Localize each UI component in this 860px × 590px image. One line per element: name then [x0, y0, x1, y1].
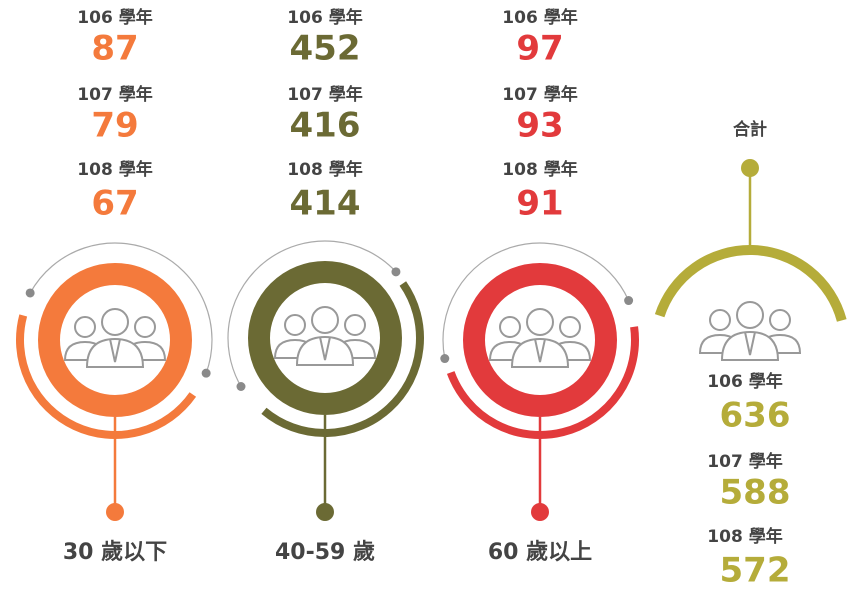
year-label: 108 學年 — [707, 526, 782, 547]
value: 636 — [720, 396, 791, 436]
thick-arc — [261, 281, 424, 437]
value: 67 — [91, 184, 138, 224]
group-label: 60 歲以上 — [488, 540, 592, 565]
arc-dot — [440, 354, 450, 364]
total-arc — [654, 245, 847, 322]
year-label: 106 學年 — [707, 371, 782, 392]
value: 588 — [720, 473, 791, 513]
value: 79 — [91, 106, 138, 146]
year-label: 107 學年 — [502, 84, 577, 105]
arc-dot — [25, 288, 35, 298]
year-label: 108 學年 — [77, 159, 152, 180]
value: 97 — [516, 29, 563, 69]
year-label: 108 學年 — [287, 159, 362, 180]
year-label: 106 學年 — [287, 7, 362, 28]
thick-arc — [446, 326, 639, 439]
value: 572 — [720, 551, 791, 590]
stem-dot — [531, 503, 549, 521]
year-label: 107 學年 — [77, 84, 152, 105]
value: 414 — [290, 184, 361, 224]
arc-dot — [624, 296, 634, 306]
year-label: 106 學年 — [502, 7, 577, 28]
value: 91 — [516, 184, 563, 224]
year-label: 107 學年 — [707, 451, 782, 472]
total-label: 合計 — [733, 119, 767, 140]
thick-arc — [16, 314, 197, 439]
value: 416 — [290, 106, 361, 146]
thin-arc — [29, 242, 213, 374]
group-label: 30 歲以下 — [63, 540, 167, 565]
arc-dot — [201, 368, 211, 378]
people-icon — [699, 301, 801, 361]
year-label: 106 學年 — [77, 7, 152, 28]
value: 452 — [290, 29, 361, 69]
arc-dot — [236, 382, 246, 391]
arc-dot — [391, 267, 401, 277]
year-label: 108 學年 — [502, 159, 577, 180]
year-label: 107 學年 — [287, 84, 362, 105]
stem-dot — [316, 503, 334, 521]
thin-arc — [227, 240, 397, 387]
value: 87 — [91, 29, 138, 69]
stem-dot — [106, 503, 124, 521]
group-label: 40-59 歲 — [275, 540, 375, 565]
value: 93 — [516, 106, 563, 146]
thin-arc — [442, 242, 630, 359]
